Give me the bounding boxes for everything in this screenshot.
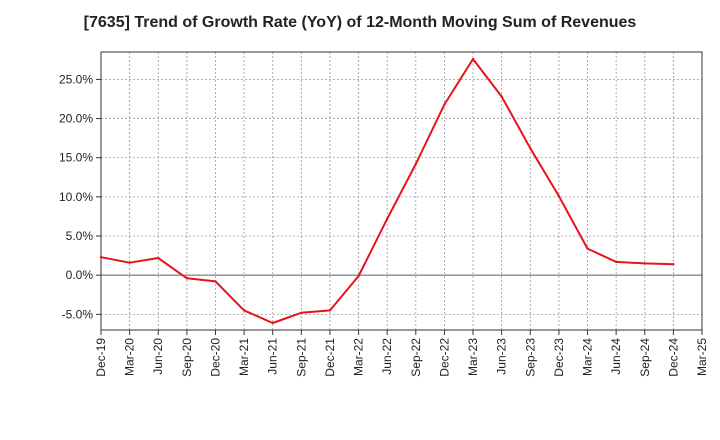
x-tick-label: Jun-21	[266, 338, 280, 375]
x-tick-label: Mar-20	[123, 338, 137, 376]
data-point	[672, 263, 675, 266]
y-tick-label: 15.0%	[59, 151, 93, 165]
data-point	[500, 95, 503, 98]
data-point	[614, 260, 618, 264]
chart-title: [7635] Trend of Growth Rate (YoY) of 12-…	[83, 14, 637, 31]
data-point	[99, 255, 103, 259]
x-tick-label: Dec-19	[94, 338, 108, 377]
x-tick-label: Mar-21	[237, 338, 251, 376]
data-point	[471, 57, 475, 61]
data-point	[443, 103, 446, 106]
data-point	[414, 162, 418, 166]
plot-frame	[100, 51, 703, 331]
x-tick-label: Jun-22	[380, 338, 394, 375]
x-tick-label: Mar-24	[581, 338, 595, 376]
x-tick-label: Sep-24	[638, 338, 652, 377]
y-tick-label: 10.0%	[59, 190, 93, 204]
data-point	[557, 194, 561, 198]
data-point	[357, 274, 360, 278]
x-tick-label: Dec-22	[437, 338, 451, 377]
x-tick-label: Dec-23	[552, 338, 566, 377]
y-tick-label: 0.0%	[66, 268, 94, 282]
y-tick-label: 5.0%	[66, 229, 94, 243]
x-tick-label: Sep-21	[294, 338, 308, 377]
x-tick-label: Dec-20	[208, 338, 222, 377]
data-point	[271, 321, 274, 325]
data-point	[529, 147, 532, 150]
y-tick-label: 25.0%	[59, 72, 93, 86]
x-tick-label: Mar-23	[466, 338, 480, 376]
x-tick-label: Mar-25	[695, 338, 709, 376]
data-point	[300, 311, 303, 314]
x-tick-label: Sep-20	[180, 338, 194, 377]
x-tick-label: Sep-22	[409, 338, 423, 377]
data-point	[328, 309, 332, 312]
data-point	[242, 309, 246, 312]
x-tick-label: Sep-23	[523, 338, 537, 377]
x-tick-label: Jun-20	[151, 338, 165, 375]
x-tick-label: Mar-22	[352, 338, 366, 376]
data-point	[385, 217, 389, 220]
y-tick-label: 20.0%	[59, 112, 93, 126]
data-point	[128, 261, 131, 264]
data-point	[586, 247, 589, 250]
data-point	[214, 280, 217, 283]
data-point	[157, 256, 160, 260]
y-tick-label: -5.0%	[62, 307, 94, 321]
data-point	[643, 262, 646, 265]
series-line	[100, 58, 674, 324]
data-point	[185, 277, 189, 280]
x-tick-label: Jun-24	[609, 338, 623, 375]
x-tick-label: Dec-24	[666, 338, 680, 377]
x-tick-label: Jun-23	[495, 338, 509, 375]
x-tick-label: Dec-21	[323, 338, 337, 377]
